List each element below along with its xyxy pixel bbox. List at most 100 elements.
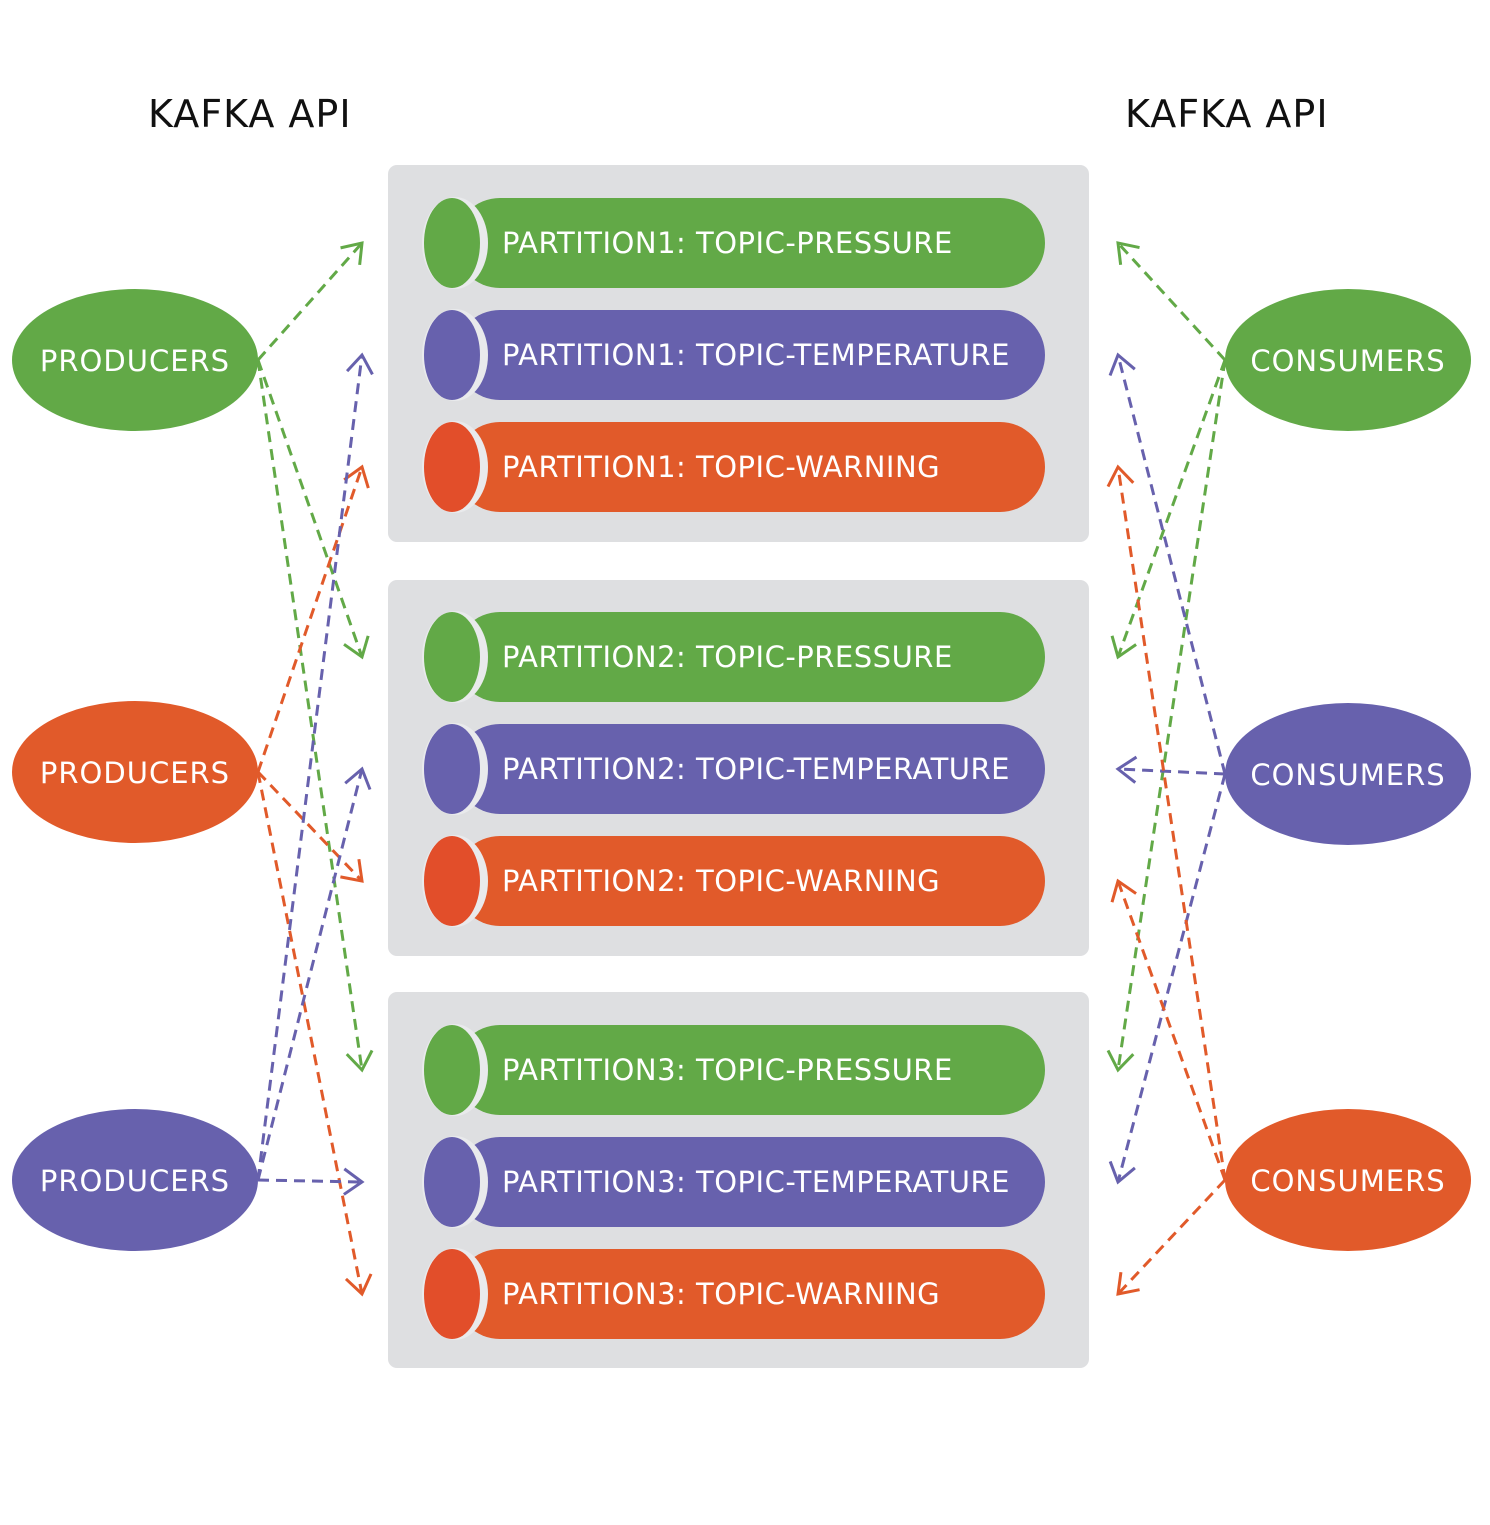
- cylinder-body: [455, 422, 1045, 512]
- arrow-line: [257, 1178, 363, 1184]
- topic-cylinder: PARTITION1: TOPIC-WARNING: [422, 421, 1045, 513]
- connection-arrows: [256, 241, 1227, 1297]
- consumer-arrow: [1110, 878, 1227, 1181]
- consumer-node: CONSUMERS: [1225, 703, 1471, 845]
- arrow-line: [256, 242, 364, 361]
- consumer-arrow: [1116, 1178, 1227, 1296]
- arrow-head: [1110, 635, 1137, 660]
- producer-node: PRODUCERS: [12, 289, 258, 431]
- arrow-head: [1108, 352, 1136, 377]
- arrow-line: [1116, 359, 1227, 1071]
- consumer-node: CONSUMERS: [1225, 289, 1471, 431]
- arrow-line: [256, 359, 364, 658]
- arrow-head: [1116, 241, 1140, 266]
- cylinder-cap: [424, 1025, 480, 1115]
- client-ovals: PRODUCERS PRODUCERS PRODUCERS CONSUMERS CONS…: [12, 289, 1471, 1251]
- arrow-head: [343, 635, 370, 660]
- cylinder-body: [455, 1137, 1045, 1227]
- consumer-arrow: [1116, 241, 1227, 362]
- topic-cylinder: PARTITION2: TOPIC-TEMPERATURE: [422, 723, 1045, 815]
- topic-label: PARTITION3: TOPIC-WARNING: [502, 1277, 940, 1311]
- arrow-head: [345, 352, 374, 376]
- consumer-label: CONSUMERS: [1250, 344, 1445, 378]
- arrow-line: [256, 771, 364, 1295]
- consumer-arrow: [1106, 359, 1227, 1073]
- topic-cylinders: PARTITION1: TOPIC-PRESSURE PARTITION1: TO…: [422, 197, 1045, 1340]
- cylinder-cap: [424, 1137, 480, 1227]
- producer-arrow: [256, 359, 370, 660]
- arrow-head: [343, 1167, 365, 1196]
- arrow-head: [1108, 1160, 1136, 1185]
- topic-label: PARTITION2: TOPIC-PRESSURE: [502, 640, 953, 674]
- topic-cylinder: PARTITION2: TOPIC-WARNING: [422, 835, 1045, 927]
- producer-label: PRODUCERS: [40, 344, 230, 378]
- cylinder-body: [455, 724, 1045, 814]
- arrow-head: [1106, 464, 1135, 488]
- arrow-line: [1116, 241, 1227, 362]
- arrow-line: [1116, 354, 1227, 775]
- cylinder-cap: [424, 422, 480, 512]
- producer-node: PRODUCERS: [12, 1109, 258, 1251]
- cylinder-cap: [424, 310, 480, 400]
- arrow-line: [256, 466, 364, 773]
- consumer-arrow: [1115, 755, 1226, 784]
- arrow-head: [340, 859, 364, 883]
- consumer-node: CONSUMERS: [1225, 1109, 1471, 1251]
- cylinder-body: [455, 310, 1045, 400]
- arrow-line: [1116, 359, 1227, 658]
- producer-arrow: [256, 352, 374, 1181]
- consumer-oval: [1225, 1109, 1471, 1251]
- arrow-line: [1116, 1178, 1227, 1296]
- topic-cylinder: PARTITION3: TOPIC-TEMPERATURE: [422, 1136, 1045, 1228]
- cylinder-cap: [424, 612, 480, 702]
- producer-label: PRODUCERS: [40, 1164, 230, 1198]
- topic-label: PARTITION1: TOPIC-WARNING: [502, 450, 940, 484]
- topic-cylinder: PARTITION1: TOPIC-TEMPERATURE: [422, 309, 1045, 401]
- producer-arrow: [256, 241, 364, 361]
- arrow-line: [1117, 767, 1226, 776]
- cylinder-body: [455, 836, 1045, 926]
- topic-cylinder: PARTITION2: TOPIC-PRESSURE: [422, 611, 1045, 703]
- arrow-line: [256, 768, 364, 1181]
- arrow-head: [345, 1049, 374, 1073]
- cylinder-cap: [424, 1249, 480, 1339]
- topic-cylinder: PARTITION1: TOPIC-PRESSURE: [422, 197, 1045, 289]
- arrow-line: [256, 770, 364, 883]
- arrow-head: [1110, 878, 1137, 903]
- arrow-line: [1116, 880, 1227, 1181]
- topic-cylinder: PARTITION3: TOPIC-PRESSURE: [422, 1024, 1045, 1116]
- cylinder-cap: [424, 724, 480, 814]
- arrow-line: [256, 354, 364, 1181]
- consumer-arrow: [1108, 773, 1227, 1185]
- cylinder-cap: [424, 198, 480, 288]
- arrow-line: [1116, 466, 1227, 1181]
- cylinder-body: [455, 1249, 1045, 1339]
- consumer-oval: [1225, 289, 1471, 431]
- kafka-api-right-title: KAFKA API: [1125, 92, 1329, 136]
- producer-label: PRODUCERS: [40, 756, 230, 790]
- arrow-head: [340, 241, 364, 266]
- arrow-head: [344, 766, 372, 791]
- producer-arrow: [256, 766, 372, 1181]
- producer-arrow: [256, 770, 364, 883]
- producer-oval: [12, 701, 258, 843]
- topic-cylinder: PARTITION3: TOPIC-WARNING: [422, 1248, 1045, 1340]
- producer-arrow: [256, 464, 370, 773]
- kafka-api-left-title: KAFKA API: [148, 92, 352, 136]
- cylinder-body: [455, 198, 1045, 288]
- arrow-head: [1115, 755, 1138, 784]
- topic-label: PARTITION2: TOPIC-WARNING: [502, 864, 940, 898]
- arrow-head: [1116, 1271, 1140, 1296]
- consumer-arrow: [1110, 359, 1227, 660]
- arrow-head: [1106, 1049, 1135, 1073]
- consumer-oval: [1225, 703, 1471, 845]
- cylinder-body: [455, 612, 1045, 702]
- topic-label: PARTITION3: TOPIC-TEMPERATURE: [502, 1165, 1010, 1199]
- arrow-head: [344, 1273, 373, 1297]
- topic-label: PARTITION2: TOPIC-TEMPERATURE: [502, 752, 1010, 786]
- consumer-label: CONSUMERS: [1250, 1164, 1445, 1198]
- topic-label: PARTITION1: TOPIC-PRESSURE: [502, 226, 953, 260]
- producer-arrow: [257, 1167, 365, 1196]
